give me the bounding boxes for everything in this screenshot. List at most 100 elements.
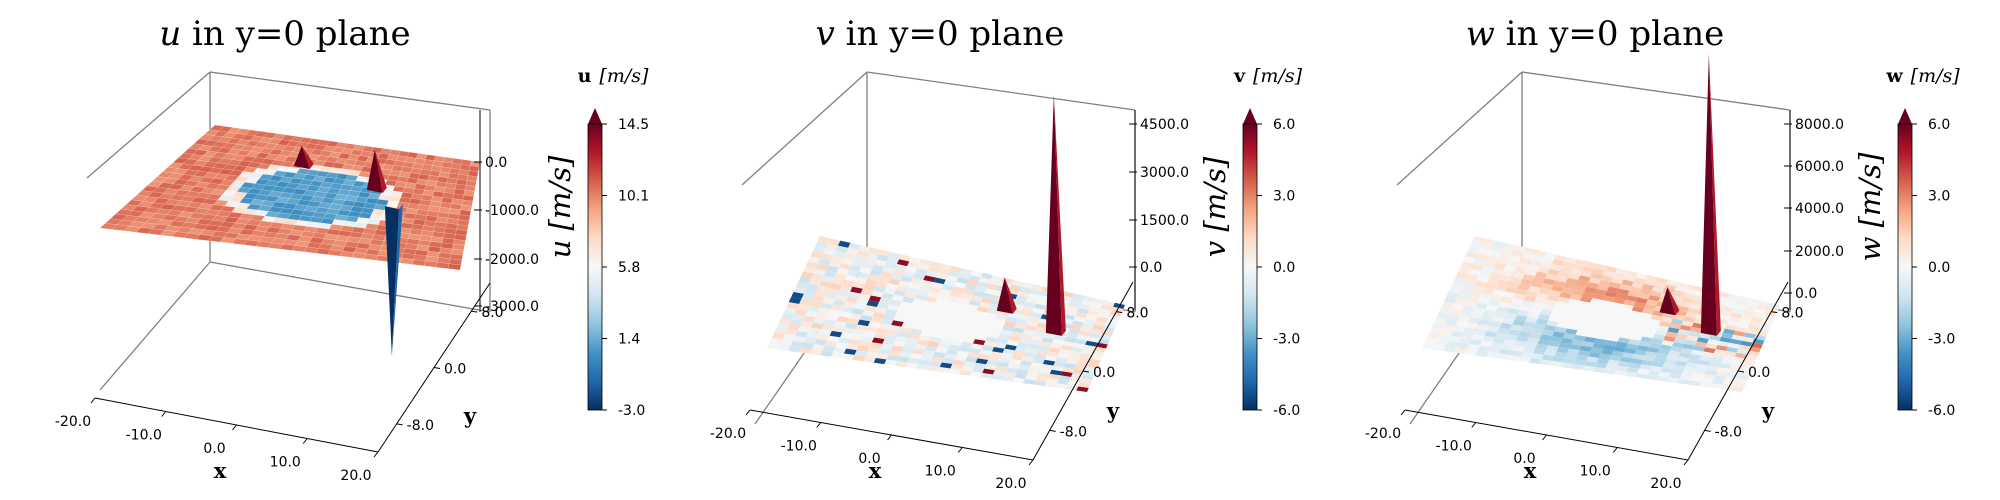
surface-cell [1552, 356, 1565, 363]
surface-cell [1034, 353, 1047, 360]
surface-cell [1028, 316, 1041, 323]
surface-cell [1513, 293, 1526, 301]
z-tick-label: 3000.0 [1140, 165, 1189, 181]
surface-cell [1550, 310, 1564, 318]
surface-cell [1465, 251, 1479, 259]
surface-cell [899, 254, 912, 262]
surface-cell [1541, 354, 1555, 361]
surface-cell [845, 296, 859, 304]
surface-cell [1486, 277, 1500, 285]
surface-cell [956, 350, 969, 357]
surface-cell [1495, 332, 1508, 339]
surface-cell [1747, 350, 1760, 357]
surface-cell [918, 284, 932, 292]
surface-cell [1560, 362, 1574, 369]
surface-cell [1090, 328, 1103, 335]
surface-cell [937, 293, 950, 301]
surface-cell [1090, 302, 1103, 309]
surface-cell [943, 279, 957, 287]
surface-cell [981, 321, 994, 328]
surface-cell [1525, 290, 1539, 298]
chart-title-symbol: u [159, 14, 181, 54]
y-tick-label: -8.0 [1715, 424, 1742, 440]
surface-cell [993, 319, 1006, 326]
surface-cell [820, 302, 833, 310]
surface-cell [1569, 319, 1582, 326]
surface-cell [1085, 340, 1098, 347]
surface-cell [863, 257, 877, 265]
surface-cell [971, 367, 985, 373]
surface-cell [799, 347, 812, 354]
surface-cell [1627, 315, 1640, 322]
surface-cell [1721, 305, 1734, 313]
surface-cell [975, 334, 988, 341]
surface-cell [1725, 372, 1739, 379]
surface-cell [1026, 320, 1039, 327]
surface-cell [981, 345, 995, 352]
surface-cell [1685, 362, 1698, 369]
surface-cell [1640, 336, 1653, 343]
surface-cell [1010, 331, 1023, 338]
surface-cell [1470, 312, 1484, 320]
y-tick-label: 0.0 [444, 362, 466, 378]
surface-cell [1606, 311, 1620, 318]
surface-cell [1668, 350, 1681, 357]
surface-cell [1590, 322, 1603, 330]
surface-cell [1586, 282, 1599, 289]
surface-cell [1033, 331, 1046, 338]
surface-cell [1745, 354, 1758, 361]
surface-cell [1632, 354, 1646, 360]
surface-cell [1489, 321, 1502, 328]
surface-cell [1469, 339, 1483, 346]
surface-cell [1009, 358, 1022, 365]
surface-cell [1681, 320, 1694, 327]
surface-cell [888, 252, 902, 260]
surface-cell [984, 288, 997, 296]
surface-cell [952, 359, 965, 366]
surface-cell [935, 322, 948, 330]
surface-cell [1747, 324, 1760, 331]
colorbar-tick-label: 6.0 [1928, 117, 1950, 133]
surface-cell [994, 365, 1008, 372]
surface-cell [1508, 255, 1522, 263]
surface-cell [1547, 268, 1560, 276]
surface-cell [891, 320, 904, 327]
surface-cell [1689, 303, 1702, 310]
surface-cell [1613, 346, 1626, 353]
surface-cell [832, 299, 846, 307]
surface-cell [931, 307, 944, 314]
surface-cell [1617, 288, 1630, 296]
surface-cell [788, 297, 802, 304]
surface-cell [987, 308, 1000, 315]
surface-cell [1029, 288, 1042, 296]
surface-cell [834, 321, 847, 328]
surface-cell [1761, 318, 1774, 325]
surface-cell [1546, 320, 1559, 327]
surface-cell [1036, 299, 1049, 306]
surface-cell [1035, 376, 1048, 383]
surface-cell [1743, 332, 1756, 339]
surface-cell [852, 354, 866, 362]
surface-cell [454, 234, 467, 241]
colorbar-title-unit: [m/s] [1253, 65, 1303, 87]
surface-cell [876, 302, 890, 309]
x-tick-mark [1471, 422, 1477, 428]
surface-cell [1754, 308, 1767, 315]
surface-cell [840, 306, 854, 314]
surface-cell [1646, 374, 1659, 381]
surface-cell [862, 283, 876, 291]
surface-cell [1643, 355, 1656, 362]
surface-cell [1724, 324, 1737, 331]
surface-cell [924, 321, 938, 328]
surface-cell [937, 342, 950, 350]
surface-cell [1731, 334, 1744, 341]
surface-cell [1676, 305, 1690, 313]
surface-cell [1530, 281, 1543, 288]
surface-cell [866, 252, 879, 260]
surface-cell [977, 354, 991, 360]
surface-cell [1708, 334, 1722, 341]
surface-cell [869, 269, 883, 277]
surface-cell [1729, 338, 1742, 345]
surface-cell [1658, 321, 1672, 328]
